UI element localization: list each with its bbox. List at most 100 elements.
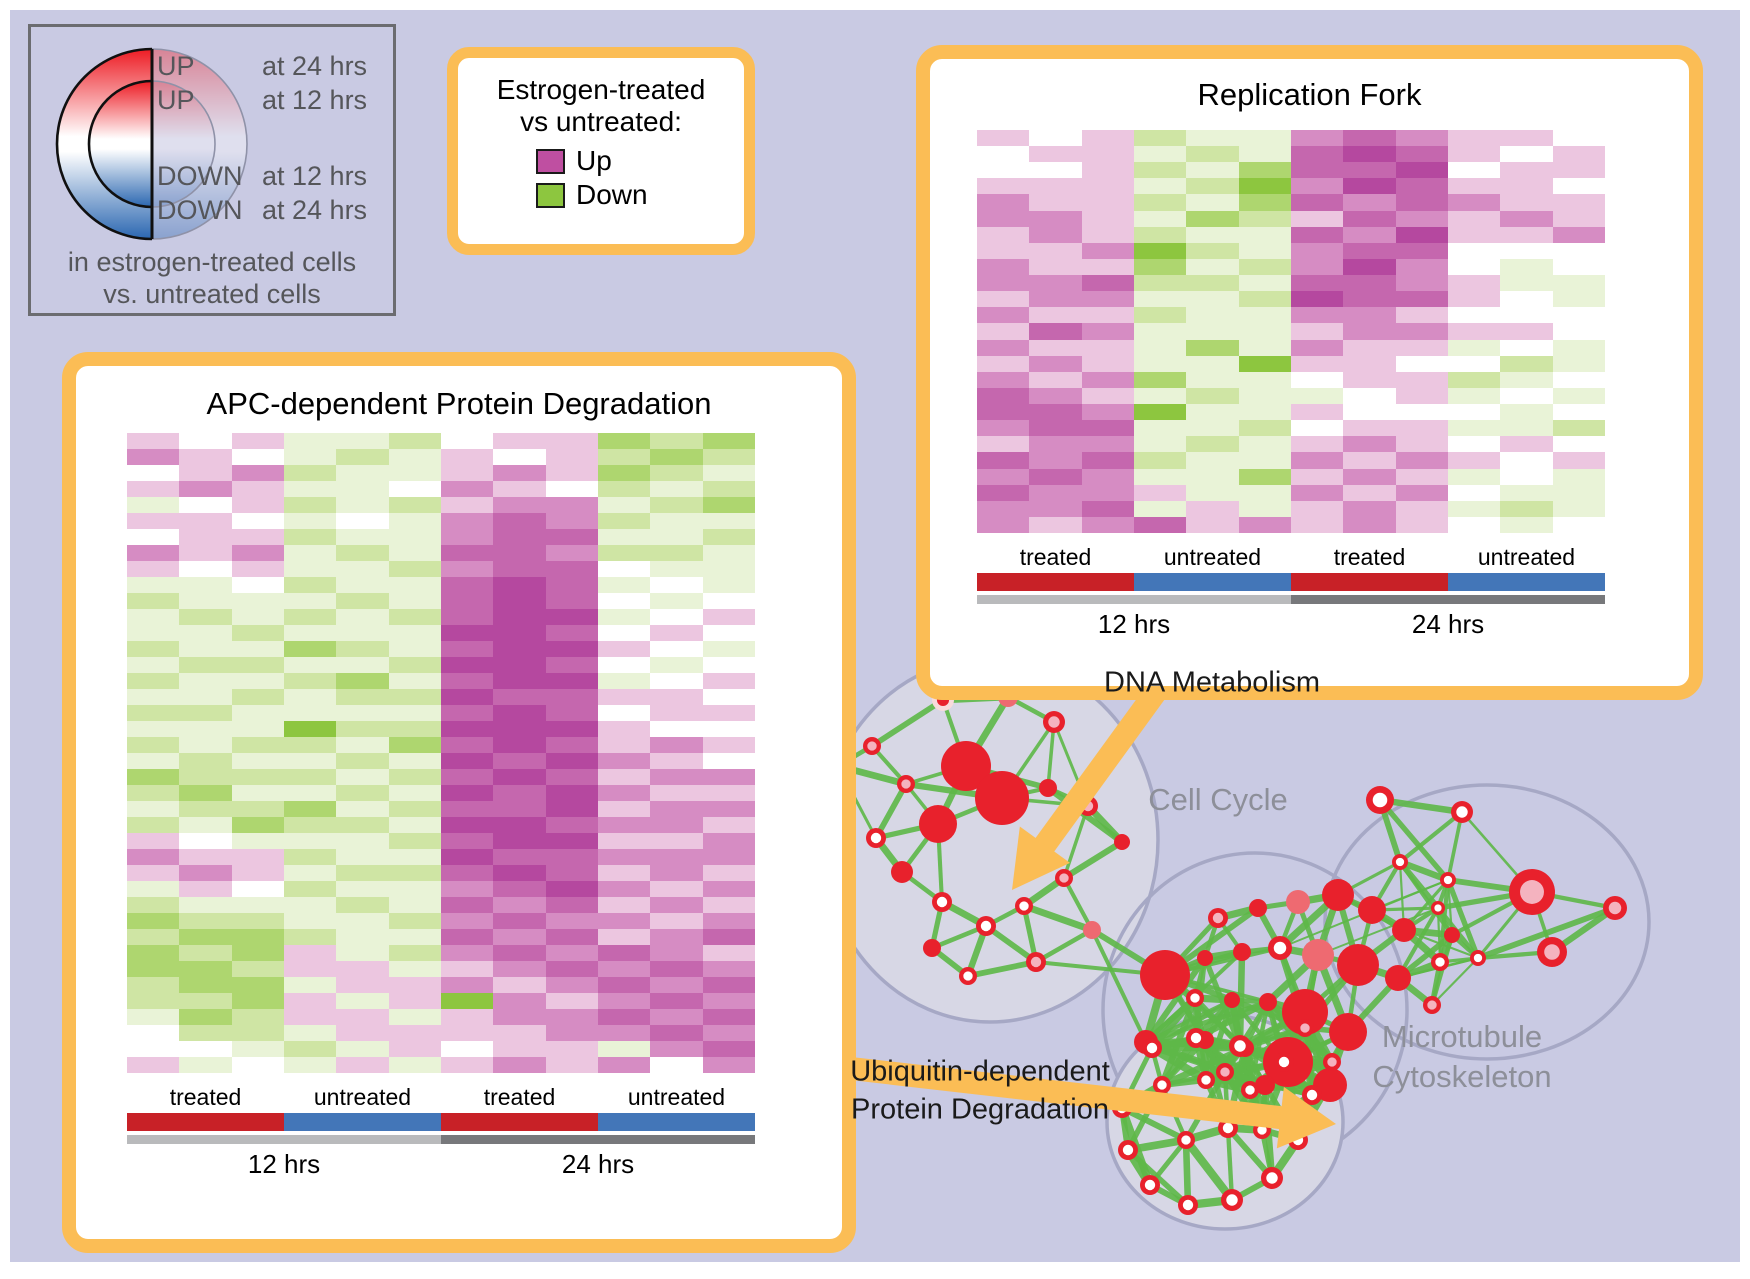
heatmap-cell bbox=[545, 497, 598, 513]
heatmap-cell bbox=[1447, 355, 1501, 372]
heatmap-cell bbox=[1186, 130, 1239, 147]
heatmap-cell bbox=[1029, 194, 1082, 211]
heatmap-cell bbox=[702, 593, 755, 609]
heatmap-cell bbox=[1552, 323, 1605, 340]
heatmap-cell bbox=[1447, 516, 1501, 533]
heatmap-cell bbox=[702, 929, 755, 945]
heatmap-cell bbox=[231, 913, 284, 929]
heatmap-cell bbox=[1343, 420, 1396, 437]
heatmap-cell bbox=[1395, 355, 1448, 372]
heatmap-cell bbox=[1395, 436, 1448, 453]
heatmap-cell bbox=[702, 1041, 755, 1057]
heatmap-cell bbox=[493, 1025, 546, 1041]
heatmap-cell bbox=[179, 913, 232, 929]
heatmap-cell bbox=[545, 609, 598, 625]
heatmap-cell bbox=[231, 817, 284, 833]
heatmap-cell bbox=[597, 1009, 651, 1025]
heatmap-cell bbox=[1447, 307, 1501, 324]
heatmap-cell bbox=[597, 977, 651, 993]
heatmap-cell bbox=[545, 961, 598, 977]
heatmap-cell bbox=[336, 577, 389, 593]
heatmap-cell bbox=[493, 673, 546, 689]
heatmap-cell bbox=[440, 449, 494, 465]
heatmap-cell bbox=[1290, 387, 1344, 405]
heatmap-cell bbox=[650, 1057, 703, 1073]
heatmap-cell bbox=[283, 529, 337, 545]
heatmap-cell bbox=[1186, 355, 1239, 372]
heatmap-cell bbox=[1133, 210, 1187, 227]
heatmap-cell bbox=[127, 625, 180, 641]
heatmap-cell bbox=[493, 721, 546, 737]
heatmap-cell bbox=[1081, 420, 1134, 437]
heatmap-cell bbox=[1552, 258, 1605, 276]
heatmap-cell bbox=[1290, 242, 1344, 259]
heatmap-cell bbox=[1186, 484, 1239, 501]
heatmap-cell bbox=[650, 513, 703, 529]
heatmap-cell bbox=[1238, 291, 1291, 308]
heatmap-cell bbox=[231, 881, 284, 897]
heatmap-cell bbox=[1186, 178, 1239, 195]
heatmap-cell bbox=[1290, 258, 1344, 276]
microtubule-label-line2: Cytoskeleton bbox=[1372, 1059, 1552, 1094]
heatmap-cell bbox=[127, 689, 180, 705]
heatmap-cell bbox=[283, 769, 337, 785]
heatmap-cell bbox=[1343, 436, 1396, 453]
heatmap-cell bbox=[127, 993, 180, 1009]
heatmap-cell bbox=[493, 641, 546, 657]
heatmap-cell bbox=[127, 1041, 180, 1057]
heatmap-cell bbox=[388, 721, 441, 737]
legend-item-down: Down bbox=[536, 179, 648, 210]
heatmap-cell bbox=[179, 961, 232, 977]
heatmap-cell bbox=[1500, 404, 1553, 421]
heatmap-cell bbox=[231, 721, 284, 737]
heatmap-cell bbox=[1395, 258, 1448, 276]
heatmap-cell bbox=[231, 609, 284, 625]
heatmap-cell bbox=[597, 753, 651, 769]
heatmap-cell bbox=[283, 433, 337, 449]
heatmap-cell bbox=[493, 817, 546, 833]
heatmap-cell bbox=[127, 465, 180, 481]
heatmap-cell bbox=[1081, 404, 1134, 421]
heatmap-cell bbox=[1395, 404, 1448, 421]
heatmap-cell bbox=[1133, 146, 1187, 163]
heatmap-cell bbox=[388, 1009, 441, 1025]
heatmap-cell bbox=[1447, 339, 1501, 356]
heatmap-cell bbox=[1447, 178, 1501, 195]
heatmap-cell bbox=[179, 449, 232, 465]
heatmap-cell bbox=[702, 1009, 755, 1025]
heatmap-cell bbox=[650, 881, 703, 897]
heatmap-cell bbox=[597, 769, 651, 785]
heatmap-cell bbox=[1447, 404, 1501, 421]
heatmap-cell bbox=[440, 657, 494, 673]
heatmap-cell bbox=[231, 961, 284, 977]
heatmap-cell bbox=[493, 977, 546, 993]
heatmap-cell bbox=[1186, 210, 1239, 227]
heatmap-cell bbox=[493, 497, 546, 513]
heatmap-cell bbox=[1186, 436, 1239, 453]
heatmap-cell bbox=[650, 833, 703, 849]
heatmap-cell bbox=[388, 545, 441, 561]
heatmap-cell bbox=[1290, 404, 1344, 421]
heatmap-cell bbox=[231, 657, 284, 673]
heatmap-cell bbox=[231, 449, 284, 465]
heatmap-cell bbox=[1186, 468, 1239, 485]
heatmap-cell bbox=[1186, 194, 1239, 211]
down-label: Down bbox=[576, 179, 648, 210]
heatmap-cell bbox=[1238, 146, 1291, 163]
heatmap-cell bbox=[440, 433, 494, 449]
heatmap-cell bbox=[545, 625, 598, 641]
heatmap-cell bbox=[388, 705, 441, 721]
heatmap-cell bbox=[1395, 468, 1448, 485]
heatmap-cell bbox=[1238, 339, 1291, 356]
heatmap-cell bbox=[440, 545, 494, 561]
heatmap-cell bbox=[231, 545, 284, 561]
heatmap-cell bbox=[1029, 323, 1082, 340]
heatmap-cell bbox=[231, 625, 284, 641]
heatmap-cell bbox=[1029, 436, 1082, 453]
heatmap-cell bbox=[231, 929, 284, 945]
heatmap-cell bbox=[1552, 130, 1605, 147]
legend-down-12-label: DOWN bbox=[157, 161, 243, 191]
heatmap-cell bbox=[1343, 371, 1396, 388]
heatmap-cell bbox=[650, 545, 703, 561]
heatmap-cell bbox=[1029, 162, 1082, 179]
